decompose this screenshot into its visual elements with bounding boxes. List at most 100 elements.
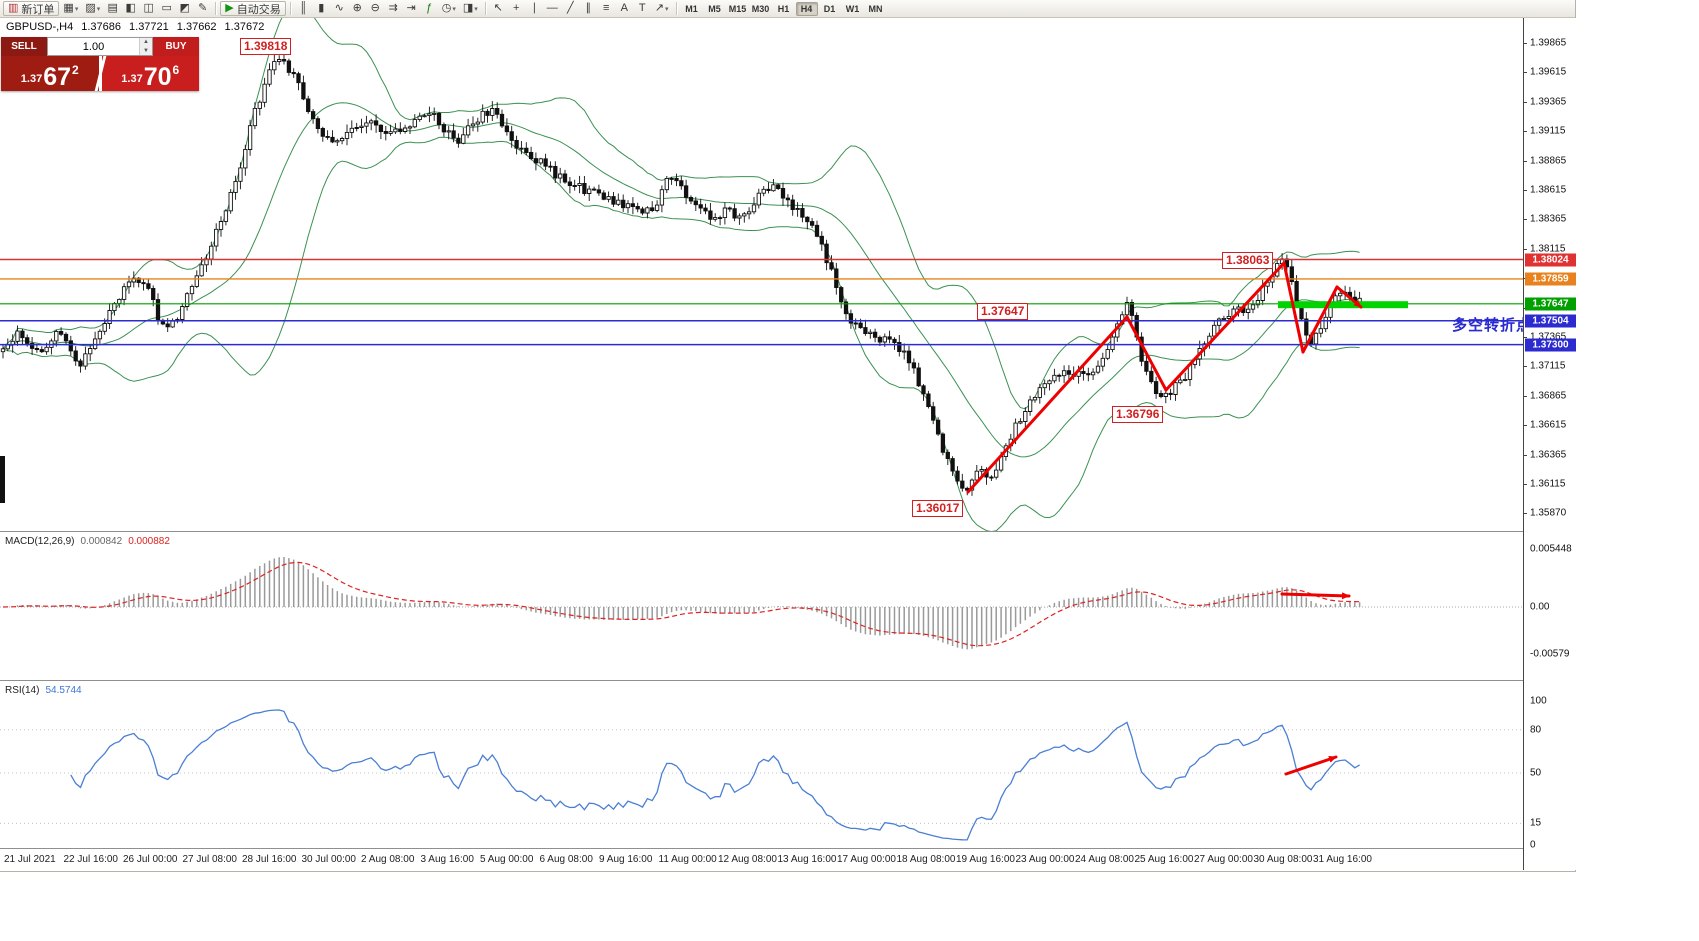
cursor-icon[interactable]: ↖	[490, 1, 507, 16]
navigator-icon-glyph: ◫	[143, 2, 154, 14]
channel-icon-glyph: ∥	[585, 2, 592, 14]
indicators-icon[interactable]: ƒ	[421, 1, 438, 16]
buy-price-pips: 70	[143, 63, 172, 91]
metaeditor-icon[interactable]: ✎	[194, 1, 211, 16]
rsi-line	[70, 709, 1360, 841]
auto-scroll-icon[interactable]: ⇉	[385, 1, 402, 16]
new-chart-icon[interactable]: ▦ ▾	[60, 1, 81, 16]
channel-icon[interactable]: ∥	[580, 1, 597, 16]
macd-panel[interactable]	[0, 532, 1523, 680]
candlestick-chart-icon[interactable]: ▮	[313, 1, 330, 16]
trend-arrow-0[interactable]	[966, 315, 1129, 494]
timeframe-h1[interactable]: H1	[777, 3, 790, 14]
macd-arrow[interactable]	[1280, 592, 1351, 600]
time-axis-label: 27 Jul 08:00	[182, 854, 238, 865]
new-order-button[interactable]: ▥ 新订单	[3, 1, 60, 16]
timeframe-h4[interactable]: H4	[795, 1, 818, 16]
timeframe-m5[interactable]: M5	[708, 3, 721, 14]
green-band[interactable]	[1278, 301, 1408, 309]
rsi-arrow[interactable]	[1284, 755, 1338, 776]
axis-tick	[1524, 131, 1527, 133]
candlestick-chart-icon-glyph: ▮	[318, 2, 325, 14]
price-axis-label: 1.39365	[1530, 96, 1567, 108]
timeframe-m30[interactable]: M30	[751, 3, 770, 14]
new-order-glyph: ▥	[8, 2, 19, 14]
price-axis-label: 1.36115	[1530, 478, 1566, 490]
trend-arrow-3[interactable]	[1282, 261, 1305, 354]
time-axis-label: 22 Jul 16:00	[63, 854, 119, 865]
panel-separator[interactable]	[0, 531, 1576, 532]
trend-arrow-1[interactable]	[1125, 315, 1168, 392]
panel-separator[interactable]	[0, 680, 1576, 681]
macd-histogram	[7, 557, 1361, 650]
time-axis[interactable]: 21 Jul 2021 22 Jul 16:00 26 Jul 00:00 27 Ju…	[0, 849, 1523, 870]
timeframe-d1[interactable]: D1	[823, 3, 836, 14]
price-scale[interactable]: 1.39865 1.39615 1.39365 1.39115 1.38865 1.386…	[1523, 18, 1576, 870]
rsi-panel[interactable]	[0, 681, 1523, 848]
price-axis-label: 1.36615	[1530, 419, 1567, 431]
autotrading-button[interactable]: ▶ 自动交易	[220, 1, 286, 16]
market-watch-icon[interactable]: ▤	[104, 1, 121, 16]
chart-shift-icon[interactable]: ⇥	[403, 1, 420, 16]
strategy-tester-icon[interactable]: ◩	[176, 1, 193, 16]
ohlc-close: 1.37672	[224, 21, 265, 33]
axis-tick	[1524, 512, 1527, 514]
buy-price[interactable]: 1.37 70 6	[101, 56, 199, 91]
fibonacci-icon[interactable]: ≡	[598, 1, 615, 16]
main-toolbar: ▥ 新订单 ▦ ▾ ▨ ▾ ▤ ◧ ◫ ▭ ◩ ✎ ▶ 自动交易 ║ ▮ ∿ ⊕ ⊖ ⇉ ⇥ ƒ ◷ ▾ ◨ ▾ ↖ + ∣ ― ╱ ∥ ≡ A T…	[0, 0, 1575, 18]
price-level-badge: 1.38024	[1525, 253, 1576, 266]
panel-separator[interactable]	[0, 848, 1576, 849]
trend-arrow-2[interactable]	[1164, 261, 1286, 392]
new-chart-icon-glyph: ▦	[63, 2, 74, 14]
buy-button[interactable]: BUY	[153, 37, 199, 56]
volume-up-icon[interactable]: ▲	[140, 38, 152, 47]
time-axis-label: 12 Aug 08:00	[718, 854, 777, 865]
macd-axis-label: 0.00	[1530, 601, 1550, 613]
sell-price[interactable]: 1.37 67 2	[1, 56, 99, 91]
text-label-icon[interactable]: T	[634, 1, 651, 16]
toolbar-separator	[215, 2, 217, 15]
timeframe-mn[interactable]: MN	[868, 3, 883, 14]
arrows-icon[interactable]: ↗ ▾	[652, 1, 672, 16]
new-order-button-label: 新订单	[21, 3, 55, 16]
time-axis-label: 18 Aug 08:00	[896, 854, 956, 865]
price-level-badge: 1.37647	[1525, 297, 1576, 311]
time-axis-label: 30 Aug 08:00	[1253, 854, 1313, 865]
price-annotation: 1.38063	[1222, 252, 1274, 269]
price-chart[interactable]	[0, 18, 1523, 531]
price-annotation: 1.36017	[912, 500, 964, 517]
axis-tick	[1524, 160, 1527, 162]
line-chart-icon[interactable]: ∿	[331, 1, 348, 16]
crosshair-icon[interactable]: +	[508, 1, 525, 16]
templates-icon[interactable]: ◨ ▾	[460, 1, 481, 16]
time-axis-label: 13 Aug 16:00	[777, 854, 837, 865]
data-window-icon[interactable]: ◧	[122, 1, 139, 16]
sell-button[interactable]: SELL	[1, 37, 47, 56]
text-icon[interactable]: A	[616, 1, 633, 16]
zoom-out-icon[interactable]: ⊖	[367, 1, 384, 16]
time-axis-label: 28 Jul 16:00	[242, 854, 297, 865]
toolbar-separator	[675, 2, 677, 15]
rsi-name: RSI(14)	[5, 685, 40, 696]
metaeditor-icon-glyph: ✎	[198, 2, 208, 14]
timeframe-w1[interactable]: W1	[845, 3, 860, 14]
volume-input[interactable]	[48, 38, 139, 55]
price-axis-label: 1.37115	[1530, 360, 1566, 372]
axis-tick	[1524, 366, 1527, 368]
bar-chart-icon-glyph: ║	[299, 2, 308, 14]
volume-down-icon[interactable]: ▼	[140, 46, 152, 55]
trend-arrow-4[interactable]	[1301, 285, 1339, 354]
trendline-icon[interactable]: ╱	[562, 1, 579, 16]
profiles-icon[interactable]: ▨ ▾	[82, 1, 103, 16]
horizontal-line-icon[interactable]: ―	[544, 1, 561, 16]
periods-icon[interactable]: ◷ ▾	[439, 1, 459, 16]
rsi-header: RSI(14) 54.5744	[5, 685, 82, 696]
trend-arrow-5[interactable]	[1335, 285, 1363, 309]
bar-chart-icon[interactable]: ║	[295, 1, 312, 16]
timeframe-m1[interactable]: M1	[685, 3, 698, 14]
vertical-line-icon[interactable]: ∣	[526, 1, 543, 16]
terminal-icon[interactable]: ▭	[158, 1, 175, 16]
navigator-icon[interactable]: ◫	[140, 1, 157, 16]
timeframe-m15[interactable]: M15	[728, 3, 747, 14]
zoom-in-icon[interactable]: ⊕	[349, 1, 366, 16]
